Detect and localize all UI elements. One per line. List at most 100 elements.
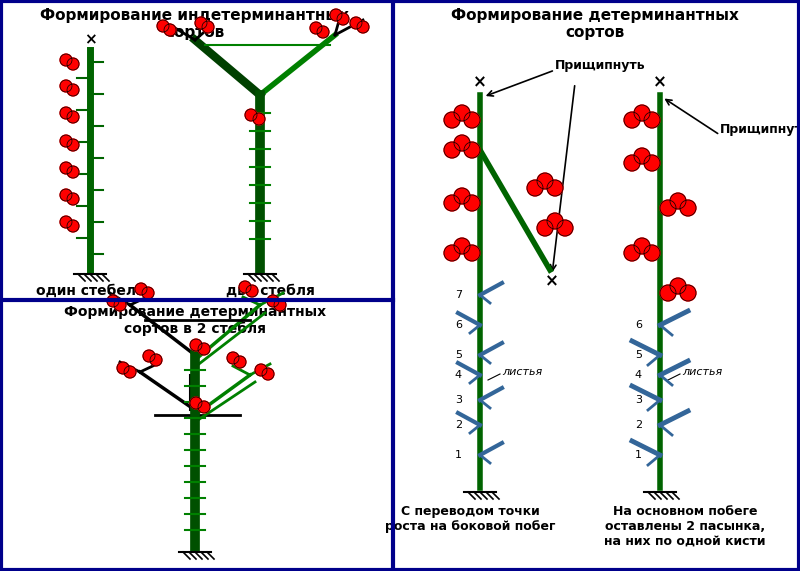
Text: 5: 5: [635, 350, 642, 360]
Text: Прищипнуть: Прищипнуть: [555, 58, 646, 71]
Text: 7: 7: [455, 290, 462, 300]
Text: два стебля: два стебля: [226, 284, 314, 298]
Text: листья: листья: [502, 367, 542, 377]
Text: 6: 6: [455, 320, 462, 330]
Circle shape: [634, 105, 650, 121]
Circle shape: [350, 17, 362, 29]
Circle shape: [680, 285, 696, 301]
Circle shape: [557, 220, 573, 236]
Circle shape: [67, 111, 79, 123]
Text: ×: ×: [84, 32, 96, 47]
Text: С переводом точки
роста на боковой побег: С переводом точки роста на боковой побег: [385, 505, 555, 533]
Circle shape: [60, 162, 72, 174]
Circle shape: [114, 299, 126, 311]
Circle shape: [67, 84, 79, 96]
Circle shape: [142, 287, 154, 299]
Circle shape: [464, 112, 480, 128]
Circle shape: [634, 148, 650, 164]
Text: 1: 1: [455, 450, 462, 460]
Circle shape: [67, 193, 79, 205]
Circle shape: [150, 354, 162, 366]
Circle shape: [253, 113, 265, 125]
Circle shape: [624, 245, 640, 261]
Text: 4: 4: [455, 370, 462, 380]
Circle shape: [660, 200, 676, 216]
Text: 4: 4: [635, 370, 642, 380]
Circle shape: [202, 21, 214, 33]
Circle shape: [164, 24, 176, 36]
Text: 3: 3: [635, 395, 642, 405]
Text: ×: ×: [653, 73, 667, 91]
Circle shape: [537, 173, 553, 189]
Circle shape: [357, 21, 369, 33]
Circle shape: [444, 142, 460, 158]
Circle shape: [255, 364, 267, 376]
Circle shape: [310, 22, 322, 34]
Text: 2: 2: [455, 420, 462, 430]
Circle shape: [198, 401, 210, 413]
Circle shape: [454, 188, 470, 204]
Circle shape: [239, 281, 251, 293]
Circle shape: [670, 193, 686, 209]
Circle shape: [227, 352, 239, 364]
Circle shape: [157, 20, 169, 32]
Text: Формирование индетерминантных
сортов: Формирование индетерминантных сортов: [41, 8, 350, 41]
Circle shape: [198, 343, 210, 355]
Circle shape: [135, 283, 147, 295]
Circle shape: [444, 245, 460, 261]
Circle shape: [547, 180, 563, 196]
Circle shape: [624, 155, 640, 171]
Circle shape: [246, 285, 258, 297]
Circle shape: [454, 135, 470, 151]
Circle shape: [262, 368, 274, 380]
Circle shape: [444, 195, 460, 211]
Circle shape: [107, 295, 119, 307]
Text: 6: 6: [635, 320, 642, 330]
Text: Прищипнуть: Прищипнуть: [720, 123, 800, 136]
Circle shape: [117, 362, 129, 374]
Circle shape: [537, 220, 553, 236]
Text: ×: ×: [545, 272, 559, 290]
Circle shape: [464, 142, 480, 158]
Text: 2: 2: [635, 420, 642, 430]
Circle shape: [634, 238, 650, 254]
Circle shape: [624, 112, 640, 128]
Circle shape: [337, 13, 349, 25]
Circle shape: [464, 245, 480, 261]
Circle shape: [190, 397, 202, 409]
Circle shape: [60, 135, 72, 147]
Circle shape: [124, 366, 136, 378]
Circle shape: [274, 299, 286, 311]
Circle shape: [190, 339, 202, 351]
Circle shape: [454, 105, 470, 121]
Text: ×: ×: [473, 73, 487, 91]
Text: Формирование детерминантных
сортов в 2 стебля: Формирование детерминантных сортов в 2 с…: [64, 305, 326, 336]
Circle shape: [67, 139, 79, 151]
Circle shape: [143, 350, 155, 362]
Circle shape: [317, 26, 329, 38]
Circle shape: [60, 189, 72, 201]
Circle shape: [444, 112, 460, 128]
Circle shape: [67, 220, 79, 232]
Circle shape: [330, 9, 342, 21]
Circle shape: [60, 107, 72, 119]
Text: 1: 1: [635, 450, 642, 460]
Circle shape: [454, 238, 470, 254]
Text: Формирование детерминантных
сортов: Формирование детерминантных сортов: [451, 8, 739, 41]
Circle shape: [67, 58, 79, 70]
Circle shape: [195, 17, 207, 29]
Text: листья: листья: [682, 367, 722, 377]
Circle shape: [644, 155, 660, 171]
Circle shape: [644, 245, 660, 261]
Circle shape: [464, 195, 480, 211]
Circle shape: [644, 112, 660, 128]
Circle shape: [234, 356, 246, 368]
Circle shape: [670, 278, 686, 294]
Text: На основном побеге
оставлены 2 пасынка,
на них по одной кисти: На основном побеге оставлены 2 пасынка, …: [604, 505, 766, 548]
Text: 5: 5: [455, 350, 462, 360]
Circle shape: [547, 213, 563, 229]
Circle shape: [60, 216, 72, 228]
Text: 3: 3: [455, 395, 462, 405]
Circle shape: [60, 80, 72, 92]
Circle shape: [267, 295, 279, 307]
